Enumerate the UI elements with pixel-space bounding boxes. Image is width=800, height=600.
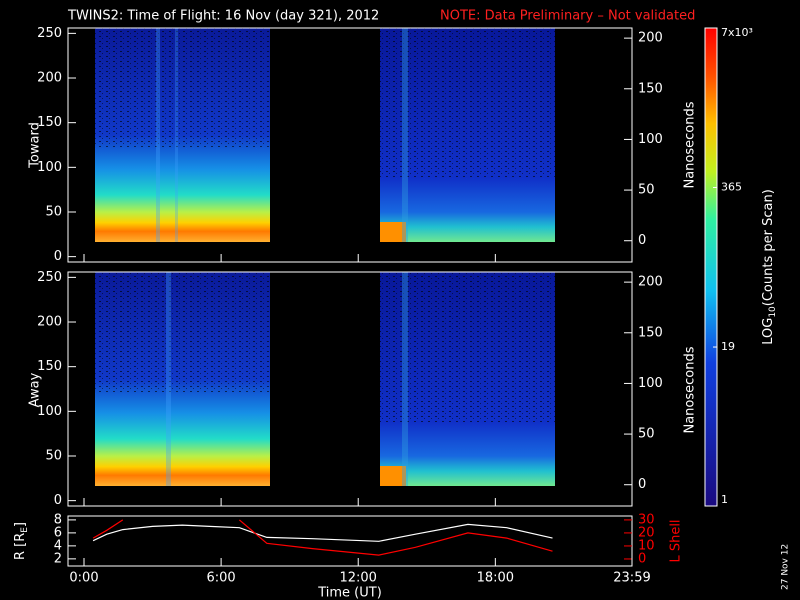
x-tick-label: 0:00 — [69, 571, 98, 586]
y2-tick-label: 150 — [638, 325, 663, 340]
y2-tick-label: 100 — [638, 132, 663, 147]
y2-axis-label: Nanoseconds — [683, 101, 698, 188]
y2-axis-label: L Shell — [669, 519, 684, 562]
plot-frame — [67, 515, 633, 567]
colorbar-tick-label: 365 — [721, 180, 742, 193]
y-axis-label: R [RE] — [13, 522, 30, 560]
y-tick-label: 100 — [37, 160, 62, 175]
y-tick-label: 0 — [54, 249, 62, 264]
y2-tick-label: 0 — [638, 477, 646, 492]
x-axis-label: Time (UT) — [317, 586, 382, 600]
note: NOTE: Data Preliminary – Not validated — [440, 9, 695, 24]
title: TWINS2: Time of Flight: 16 Nov (day 321)… — [67, 9, 379, 24]
x-tick-label: 12:00 — [339, 571, 376, 586]
y2-tick-label: 50 — [638, 427, 655, 442]
y-tick-label: 250 — [37, 26, 62, 41]
y2-tick-label: 0 — [638, 233, 646, 248]
y2-tick-label: 50 — [638, 183, 655, 198]
y2-tick-label: 20 — [638, 525, 655, 540]
y-tick-label: 50 — [45, 204, 62, 219]
y2-tick-label: 100 — [638, 376, 663, 391]
line-series — [92, 523, 553, 542]
plot-frame — [67, 27, 633, 263]
y2-tick-label: 200 — [638, 275, 663, 290]
date-stamp: 27 Nov 12 — [781, 544, 791, 590]
y-axis-label: Toward — [28, 122, 43, 169]
spectrogram-toward — [95, 28, 555, 242]
y-tick-label: 50 — [45, 448, 62, 463]
colorbar-title: LOG10(Counts per Scan) — [761, 189, 778, 345]
plot-frame — [67, 271, 633, 507]
colorbar-tick-label: 19 — [721, 340, 735, 353]
y-tick-label: 200 — [37, 315, 62, 330]
y2-tick-label: 200 — [638, 31, 663, 46]
y2-axis-label: Nanoseconds — [683, 346, 698, 433]
line-series — [92, 519, 553, 556]
y-tick-label: 250 — [37, 270, 62, 285]
y-tick-label: 0 — [54, 493, 62, 508]
y-axis-label: Away — [28, 372, 43, 407]
x-tick-label: 6:00 — [207, 571, 236, 586]
y-tick-label: 200 — [37, 71, 62, 86]
y2-tick-label: 30 — [638, 512, 655, 527]
y-tick-label: 6 — [54, 525, 62, 540]
y-tick-label: 150 — [37, 115, 62, 130]
y-tick-label: 150 — [37, 359, 62, 374]
y-tick-label: 8 — [54, 512, 62, 527]
y2-tick-label: 150 — [638, 81, 663, 96]
colorbar-tick-label: 7x10³ — [721, 26, 753, 39]
x-tick-label: 23:59 — [613, 571, 650, 586]
y2-tick-label: 0 — [638, 551, 646, 566]
y2-tick-label: 10 — [638, 538, 655, 553]
spectrogram-away — [95, 272, 555, 486]
y-tick-label: 100 — [37, 404, 62, 419]
y-tick-label: 2 — [54, 551, 62, 566]
colorbar-tick-label: 1 — [721, 493, 728, 506]
x-tick-label: 18:00 — [477, 571, 514, 586]
y-tick-label: 4 — [54, 538, 62, 553]
colorbar — [704, 27, 718, 507]
